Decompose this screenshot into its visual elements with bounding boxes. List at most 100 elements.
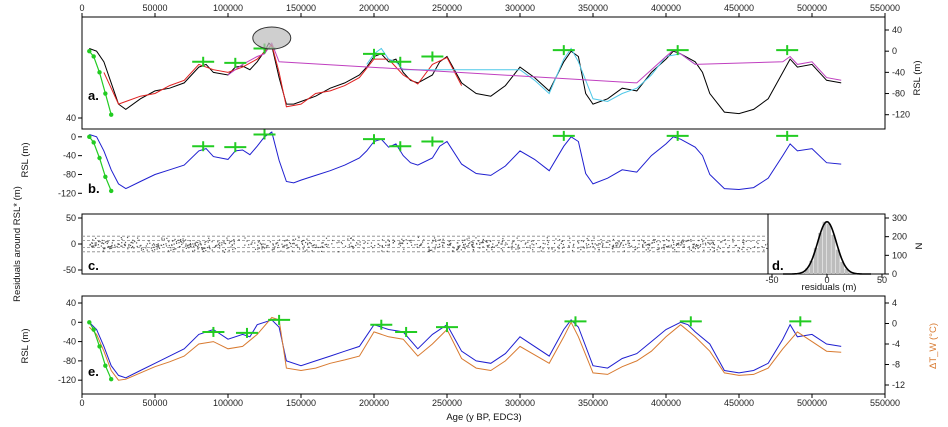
residual-point (224, 243, 227, 245)
residual-point (671, 239, 674, 241)
residual-point (201, 247, 203, 249)
residual-point (197, 241, 199, 244)
residual-point (517, 245, 519, 247)
x-tick-label: 350000 (578, 398, 608, 408)
x-tick-label: 200000 (359, 398, 389, 408)
residual-point (705, 244, 707, 246)
residual-point (511, 243, 513, 245)
y-tick-label: -40 (63, 151, 76, 161)
x-tick-label: 450000 (724, 3, 754, 13)
residual-point (381, 239, 384, 241)
residual-point (398, 243, 400, 245)
residual-point (520, 240, 522, 242)
residual-point (131, 241, 133, 243)
residual-point (688, 246, 690, 248)
residual-point (659, 241, 661, 243)
histogram-bar (827, 223, 831, 274)
residual-point (200, 243, 202, 245)
residual-point (352, 245, 354, 248)
residual-point (617, 243, 619, 245)
residual-point (506, 243, 508, 245)
residual-point (435, 244, 437, 246)
residual-point (690, 239, 692, 241)
residual-point (471, 244, 473, 247)
residual-point (699, 244, 702, 246)
residual-point (467, 245, 469, 247)
residual-point (551, 248, 553, 250)
residual-point (448, 244, 450, 246)
residual-point (285, 239, 287, 241)
residual-point (573, 243, 575, 245)
residual-point (680, 241, 682, 244)
residual-point (428, 250, 430, 252)
residual-point (370, 245, 372, 247)
residual-point (414, 244, 416, 246)
residual-point (457, 248, 459, 250)
residual-point (724, 239, 726, 241)
residual-point (452, 246, 454, 248)
residual-point (317, 246, 320, 249)
residual-point (459, 245, 461, 247)
hist-y-tick-label: 100 (892, 250, 907, 260)
y-tick-label: 50 (66, 213, 76, 223)
residual-point (429, 249, 432, 252)
residual-point (602, 243, 604, 245)
residual-point (463, 239, 465, 242)
panel-e-label: e. (88, 364, 99, 379)
residual-point (657, 244, 659, 246)
residual-point (615, 246, 617, 248)
x-tick-label: 250000 (432, 398, 462, 408)
residual-point (479, 247, 481, 249)
residual-point (559, 239, 561, 241)
residual-point (681, 243, 683, 245)
residual-point (350, 242, 352, 244)
y-tick-label: -50 (63, 265, 76, 275)
residual-point (656, 248, 658, 251)
residual-point (156, 248, 158, 250)
residual-point (127, 248, 129, 250)
residual-point (677, 242, 679, 245)
residual-point (618, 241, 620, 243)
residual-point (544, 243, 546, 245)
residual-point (508, 246, 510, 248)
residual-point (158, 247, 161, 249)
residual-point (572, 245, 575, 247)
residual-point (664, 244, 666, 246)
residual-point (257, 244, 259, 246)
x-tick-label: 0 (79, 398, 84, 408)
residual-point (764, 244, 767, 246)
residual-point (321, 242, 323, 244)
residual-point (702, 243, 704, 245)
residual-point (233, 239, 235, 241)
residual-point (272, 248, 274, 250)
residual-point (592, 245, 594, 248)
residual-point (101, 242, 103, 244)
residual-point (204, 241, 206, 243)
residual-point (562, 243, 564, 246)
residual-point (250, 243, 252, 245)
residual-point (286, 244, 288, 246)
residual-point (423, 239, 425, 241)
hist-y-tick-label: 300 (892, 213, 907, 223)
residual-point (399, 241, 401, 243)
residual-point (101, 239, 103, 242)
x-tick-label: 400000 (651, 3, 681, 13)
residual-point (586, 247, 588, 249)
residual-point (589, 246, 592, 248)
residual-point (283, 245, 285, 247)
residual-point (486, 245, 488, 247)
residual-point (722, 251, 724, 253)
residual-point (262, 246, 264, 248)
y-tick-label: 0 (892, 46, 897, 56)
residual-point (200, 244, 202, 246)
residual-point (209, 239, 211, 241)
residual-point (181, 243, 183, 246)
residual-point (190, 246, 192, 248)
residual-point (193, 245, 195, 247)
residual-point (532, 249, 534, 251)
residual-point (229, 241, 231, 243)
residual-point (598, 243, 600, 245)
residual-point (711, 246, 713, 248)
residual-point (692, 246, 694, 248)
residual-point (555, 238, 557, 240)
